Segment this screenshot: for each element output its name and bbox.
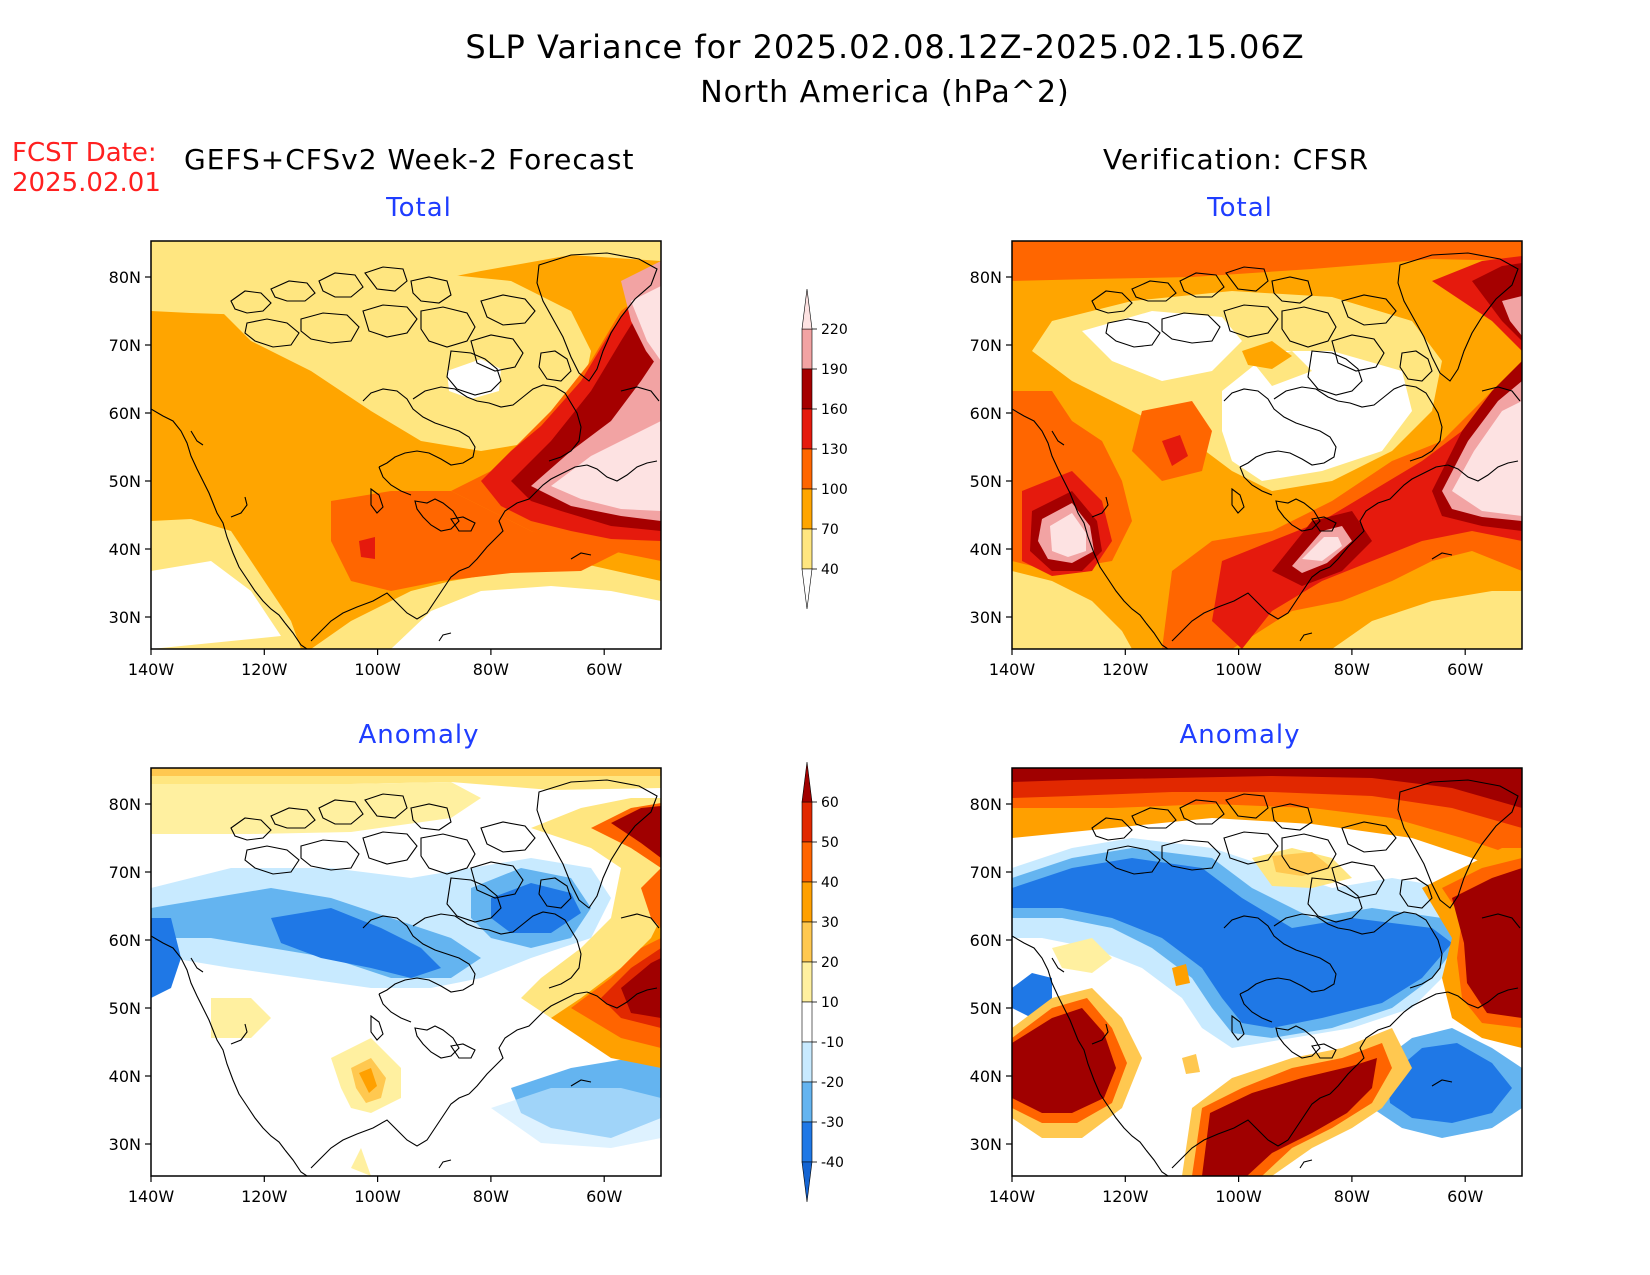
verification-heading: Verification: CFSR — [1103, 143, 1370, 176]
panel-title-forecast-anomaly: Anomaly — [358, 720, 480, 750]
lat-tick-label: 50N — [109, 472, 141, 491]
colorbar-arrow-bottom — [801, 568, 813, 610]
colorbar-label: 30 — [821, 915, 839, 931]
colorbar-label: -40 — [821, 1155, 844, 1171]
lat-tick-label: 80N — [109, 795, 141, 814]
lat-tick-label: 70N — [970, 863, 1002, 882]
colorbar-label: 10 — [821, 995, 839, 1011]
colorbar-arrow-top — [801, 288, 813, 330]
panel-forecast-total — [150, 240, 662, 650]
colorbar-label: 160 — [821, 402, 848, 418]
axes-layer: 140W 120W 100W 80W 60W 80N 70N 60N 50N 40N 30N 140W… — [109, 268, 1484, 1206]
lon-tick-label: 140W — [989, 660, 1036, 679]
lat-tick-label: 60N — [109, 404, 141, 423]
colorbar-label: -30 — [821, 1115, 844, 1131]
colorbar-label: 130 — [821, 442, 848, 458]
lat-tick-label: 30N — [109, 1135, 141, 1154]
lat-tick-label: 50N — [970, 999, 1002, 1018]
lon-tick-label: 100W — [1215, 1187, 1262, 1206]
lat-tick-label: 30N — [970, 1135, 1002, 1154]
colorbar-arrow-top — [801, 761, 813, 803]
forecast-date-value: 2025.02.01 — [12, 168, 161, 198]
lon-tick-label: 60W — [1447, 660, 1483, 679]
colorbar-segment — [801, 961, 813, 1003]
lon-tick-label: 140W — [128, 660, 175, 679]
lon-tick-label: 80W — [473, 660, 509, 679]
colorbar-arrow-bottom — [801, 1161, 813, 1203]
panel-title-forecast-total: Total — [386, 193, 452, 223]
colorbar-anomaly: 60 50 40 30 20 10 -10 -20 -30 -40 — [801, 761, 844, 1203]
lon-tick-label: 120W — [241, 1187, 288, 1206]
lat-tick-label: 40N — [109, 1067, 141, 1086]
lon-tick-label: 140W — [128, 1187, 175, 1206]
lon-tick-label: 80W — [1334, 660, 1370, 679]
colorbar-label: 40 — [821, 875, 839, 891]
colorbar-segment — [801, 1081, 813, 1123]
lat-tick-label: 50N — [109, 999, 141, 1018]
lon-tick-label: 60W — [586, 1187, 622, 1206]
colorbar-label: 100 — [821, 482, 848, 498]
colorbar-label: 20 — [821, 955, 839, 971]
lon-tick-label: 80W — [1334, 1187, 1370, 1206]
lat-tick-label: 80N — [970, 268, 1002, 287]
colorbar-segment — [801, 801, 813, 843]
figure-title: SLP Variance for 2025.02.08.12Z-2025.02.… — [465, 28, 1305, 66]
lon-tick-label: 140W — [989, 1187, 1036, 1206]
panel-verification-anomaly — [1011, 767, 1523, 1177]
colorbar-segment — [801, 528, 813, 570]
lat-tick-label: 60N — [109, 931, 141, 950]
colorbar-total: 220 190 160 130 100 70 40 — [801, 288, 848, 610]
lat-tick-label: 40N — [970, 1067, 1002, 1086]
lat-tick-label: 70N — [970, 336, 1002, 355]
lat-tick-label: 60N — [970, 404, 1002, 423]
panel-title-verification-total: Total — [1207, 193, 1273, 223]
lat-tick-label: 30N — [109, 608, 141, 627]
colorbar-segment — [801, 921, 813, 963]
colorbar-segment — [801, 408, 813, 450]
lon-tick-label: 80W — [473, 1187, 509, 1206]
lat-tick-label: 50N — [970, 472, 1002, 491]
lon-tick-label: 60W — [586, 660, 622, 679]
colorbar-segment — [801, 1041, 813, 1083]
lat-tick-label: 80N — [970, 795, 1002, 814]
colorbar-segment — [801, 368, 813, 410]
colorbar-label: 60 — [821, 795, 839, 811]
panel-forecast-anomaly — [150, 767, 662, 1177]
figure-subtitle: North America (hPa^2) — [700, 75, 1070, 110]
lat-tick-label: 80N — [109, 268, 141, 287]
forecast-date-label: FCST Date: — [12, 138, 157, 168]
lon-tick-label: 100W — [354, 1187, 401, 1206]
lon-tick-label: 120W — [241, 660, 288, 679]
panel-title-verification-anomaly: Anomaly — [1179, 720, 1301, 750]
lat-tick-label: 70N — [109, 863, 141, 882]
colorbar-segment — [801, 1121, 813, 1163]
lat-tick-label: 30N — [970, 608, 1002, 627]
lat-tick-label: 40N — [970, 540, 1002, 559]
colorbar-label: 50 — [821, 835, 839, 851]
colorbar-label: 40 — [821, 562, 839, 578]
colorbar-segment — [801, 488, 813, 530]
colorbar-label: 70 — [821, 522, 839, 538]
colorbar-label: -20 — [821, 1075, 844, 1091]
colorbar-segment — [801, 1001, 813, 1043]
colorbar-segment — [801, 881, 813, 923]
lon-tick-label: 120W — [1102, 660, 1149, 679]
forecast-heading: GEFS+CFSv2 Week-2 Forecast — [184, 143, 635, 176]
panel-verification-total — [1011, 240, 1523, 650]
colorbar-segment — [801, 841, 813, 883]
lat-tick-label: 60N — [970, 931, 1002, 950]
lon-tick-label: 60W — [1447, 1187, 1483, 1206]
colorbar-label: 190 — [821, 362, 848, 378]
lon-tick-label: 100W — [1215, 660, 1262, 679]
colorbar-label: 220 — [821, 322, 848, 338]
lon-tick-label: 120W — [1102, 1187, 1149, 1206]
colorbar-label: -10 — [821, 1035, 844, 1051]
lon-tick-label: 100W — [354, 660, 401, 679]
colorbar-segment — [801, 328, 813, 370]
lat-tick-label: 70N — [109, 336, 141, 355]
lat-tick-label: 40N — [109, 540, 141, 559]
colorbar-segment — [801, 448, 813, 490]
